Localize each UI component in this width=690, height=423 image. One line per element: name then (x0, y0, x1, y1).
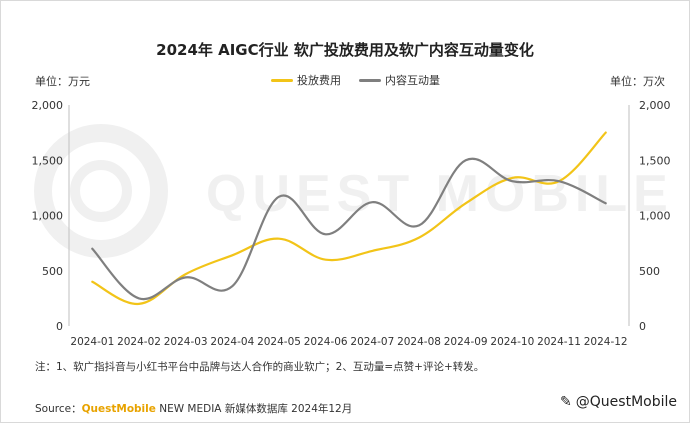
source-rest: NEW MEDIA 新媒体数据库 2024年12月 (155, 403, 353, 415)
x-tick-label: 2024-07 (350, 336, 394, 348)
x-tick-label: 2024-10 (490, 336, 534, 348)
x-tick-label: 2024-01 (70, 336, 114, 348)
watermark-ring-inner (70, 160, 132, 222)
x-tick-label: 2024-03 (164, 336, 208, 348)
legend-item-interaction: 内容互动量 (359, 72, 440, 88)
right-tick-label: 0 (639, 320, 646, 333)
left-tick-label: 1,000 (32, 210, 64, 223)
tick-labels: 0 500 1,000 1,500 2,000 0 500 1,000 1,500 2,000 20… (32, 99, 671, 348)
x-tick-label: 2024-06 (304, 336, 348, 348)
watermark-logo: QUEST MOBILE (34, 124, 674, 258)
legend-swatch-interaction (359, 78, 381, 82)
footnote: 注：1、软广指抖音与小红书平台中品牌与达人合作的商业软广；2、互动量=点赞+评论… (35, 361, 485, 373)
x-tick-label: 2024-09 (444, 336, 488, 348)
x-tick-label: 2024-11 (537, 336, 581, 348)
legend-item-cost: 投放费用 (271, 72, 341, 88)
series-lines (91, 131, 607, 306)
left-tick-label: 1,500 (32, 154, 64, 167)
x-tick-label: 2024-02 (117, 336, 161, 348)
right-axis-unit: 单位：万次 (610, 75, 665, 88)
source-line: Source：QuestMobile NEW MEDIA 新媒体数据库 2024… (35, 401, 352, 416)
corner-watermark: ✎ @QuestMobile (560, 394, 677, 410)
source-brand: QuestMobile (81, 403, 156, 415)
right-tick-label: 1,500 (639, 154, 671, 167)
legend-swatch-cost (271, 78, 293, 82)
left-axis-unit: 单位：万元 (35, 75, 90, 88)
left-tick-label: 500 (42, 265, 63, 278)
watermark-icon: ✎ (560, 394, 572, 410)
x-tick-label: 2024-12 (584, 336, 628, 348)
series-line-interaction (91, 157, 607, 301)
watermark-ring (34, 124, 168, 258)
watermark-text: QUEST MOBILE (206, 165, 674, 223)
series-line-cost (91, 131, 607, 306)
right-tick-label: 500 (639, 265, 660, 278)
x-tick-label: 2024-08 (397, 336, 441, 348)
source-prefix: Source： (35, 403, 82, 415)
x-tick-label: 2024-04 (210, 336, 254, 348)
legend-label-cost: 投放费用 (297, 74, 341, 87)
left-tick-label: 2,000 (32, 99, 64, 112)
left-tick-label: 0 (56, 320, 63, 333)
x-tick-label: 2024-05 (257, 336, 301, 348)
corner-mark-text: @QuestMobile (575, 394, 677, 410)
chart-legend: 投放费用 内容互动量 (271, 72, 440, 88)
right-tick-label: 1,000 (639, 210, 671, 223)
axes (68, 105, 630, 326)
legend-label-interaction: 内容互动量 (385, 74, 440, 87)
right-tick-label: 2,000 (639, 99, 671, 112)
chart-title: 2024年 AIGC行业 软广投放费用及软广内容互动量变化 (156, 41, 534, 59)
